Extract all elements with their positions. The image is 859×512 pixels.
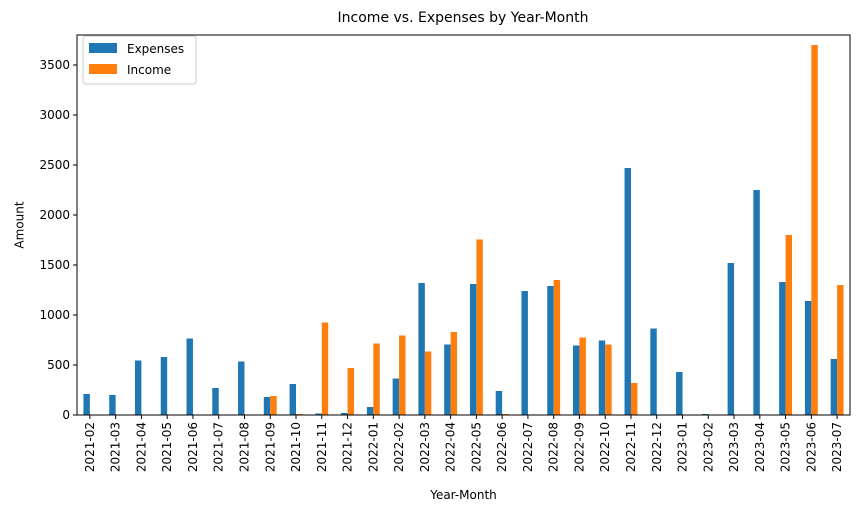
y-axis-label: Amount bbox=[13, 201, 27, 248]
bar-expenses-2022-08 bbox=[547, 286, 554, 415]
legend-label-income: Income bbox=[127, 63, 171, 77]
bar-expenses-2022-02 bbox=[392, 378, 400, 415]
x-tick-label: 2022-05 bbox=[469, 422, 483, 472]
x-tick-label: 2021-02 bbox=[83, 422, 97, 472]
x-tick-label: 2023-01 bbox=[676, 422, 690, 472]
x-tick-label: 2023-07 bbox=[830, 422, 844, 472]
bar-income-2022-01 bbox=[373, 343, 380, 415]
bar-expenses-2021-09 bbox=[263, 397, 271, 415]
x-tick-label: 2021-06 bbox=[186, 422, 200, 472]
bar-income-2021-11 bbox=[321, 322, 329, 415]
bar-expenses-2021-08 bbox=[238, 361, 245, 415]
plot-frame bbox=[76, 34, 851, 416]
y-tick-label: 1500 bbox=[39, 258, 70, 272]
x-tick-label: 2023-03 bbox=[727, 422, 741, 472]
x-tick-label: 2022-04 bbox=[444, 422, 458, 472]
bar-income-2023-05 bbox=[785, 235, 793, 415]
y-tick-label: 3500 bbox=[39, 58, 70, 72]
x-tick-label: 2022-12 bbox=[650, 422, 664, 472]
x-tick-label: 2021-11 bbox=[315, 422, 329, 472]
bar-expenses-2021-07 bbox=[212, 388, 219, 415]
bar-income-2022-02 bbox=[399, 335, 406, 415]
bar-expenses-2021-10 bbox=[289, 384, 297, 415]
bar-expenses-2022-11 bbox=[624, 168, 631, 415]
bar-income-2022-10 bbox=[605, 344, 612, 415]
y-axis: 0 500 1000 1500 2000 2500 3000 3500 bbox=[39, 58, 77, 422]
legend-label-expenses: Expenses bbox=[127, 42, 184, 56]
bar-expenses-2021-02 bbox=[83, 394, 90, 415]
x-tick-label: 2022-01 bbox=[366, 422, 380, 472]
bar-expenses-2022-09 bbox=[573, 345, 580, 415]
bar-income-2022-05 bbox=[476, 239, 483, 415]
x-tick-label: 2022-09 bbox=[572, 422, 586, 472]
bar-expenses-2022-03 bbox=[418, 283, 425, 415]
legend-swatch-income bbox=[89, 64, 117, 74]
x-tick-label: 2023-05 bbox=[779, 422, 793, 472]
bar-income-2022-04 bbox=[450, 332, 458, 415]
y-tick-label: 2500 bbox=[39, 158, 70, 172]
bar-expenses-2021-05 bbox=[160, 357, 168, 415]
bar-expenses-2023-06 bbox=[804, 301, 812, 415]
bar-expenses-2022-12 bbox=[650, 328, 657, 415]
bar-expenses-2021-03 bbox=[109, 395, 116, 415]
bars-group bbox=[83, 45, 844, 415]
x-tick-label: 2022-10 bbox=[598, 422, 612, 472]
bar-expenses-2022-07 bbox=[521, 291, 528, 415]
bar-expenses-2021-12 bbox=[341, 413, 348, 415]
x-tick-label: 2022-07 bbox=[521, 422, 535, 472]
x-tick-label: 2021-03 bbox=[109, 422, 123, 472]
bar-expenses-2022-10 bbox=[598, 340, 606, 415]
bar-expenses-2022-04 bbox=[444, 344, 451, 415]
legend: Expenses Income bbox=[82, 35, 197, 85]
y-tick-label: 2000 bbox=[39, 208, 70, 222]
bar-expenses-2023-04 bbox=[753, 190, 760, 415]
x-tick-label: 2022-03 bbox=[418, 422, 432, 472]
x-tick-label: 2022-08 bbox=[547, 422, 561, 472]
y-tick-label: 3000 bbox=[39, 108, 70, 122]
bar-expenses-2023-07 bbox=[830, 359, 838, 415]
x-axis-label: Year-Month bbox=[429, 488, 497, 502]
x-tick-label: 2021-04 bbox=[134, 422, 148, 472]
bar-income-2022-03 bbox=[424, 351, 432, 415]
bar-expenses-2023-01 bbox=[676, 372, 683, 415]
bar-expenses-2022-05 bbox=[469, 284, 477, 415]
x-tick-label: 2023-06 bbox=[804, 422, 818, 472]
x-tick-label: 2022-06 bbox=[495, 422, 509, 472]
y-tick-label: 500 bbox=[47, 358, 70, 372]
x-tick-label: 2021-07 bbox=[212, 422, 226, 472]
bar-income-2023-07 bbox=[837, 285, 844, 415]
bar-expenses-2022-06 bbox=[495, 391, 503, 415]
legend-swatch-expenses bbox=[89, 43, 117, 53]
x-tick-label: 2023-04 bbox=[753, 422, 767, 472]
x-tick-label: 2021-08 bbox=[237, 422, 251, 472]
x-tick-label: 2021-12 bbox=[341, 422, 355, 472]
bar-income-2022-08 bbox=[553, 280, 561, 415]
x-tick-label: 2022-02 bbox=[392, 422, 406, 472]
bar-expenses-2023-05 bbox=[779, 282, 786, 415]
x-tick-label: 2021-05 bbox=[160, 422, 174, 472]
chart-title: Income vs. Expenses by Year-Month bbox=[338, 10, 589, 26]
bar-income-2021-12 bbox=[347, 368, 354, 415]
y-tick-label: 0 bbox=[62, 408, 70, 422]
x-tick-label: 2023-02 bbox=[701, 422, 715, 472]
x-tick-label: 2021-09 bbox=[263, 422, 277, 472]
x-tick-label: 2022-11 bbox=[624, 422, 638, 472]
bar-expenses-2023-03 bbox=[727, 263, 735, 415]
bar-expenses-2021-06 bbox=[186, 338, 193, 415]
y-tick-label: 1000 bbox=[39, 308, 70, 322]
bar-income-2022-11 bbox=[630, 383, 638, 415]
bar-expenses-2022-01 bbox=[366, 407, 374, 415]
bar-income-2022-09 bbox=[579, 337, 586, 415]
x-axis: 2021-02 2021-03 2021-04 2021-05 2021-06 2021-… bbox=[83, 415, 844, 472]
x-tick-label: 2021-10 bbox=[289, 422, 303, 472]
bar-expenses-2021-04 bbox=[134, 360, 142, 415]
bar-income-2021-09 bbox=[270, 396, 277, 415]
bar-income-2023-06 bbox=[811, 45, 818, 415]
bar-expenses-2021-11 bbox=[315, 413, 322, 415]
